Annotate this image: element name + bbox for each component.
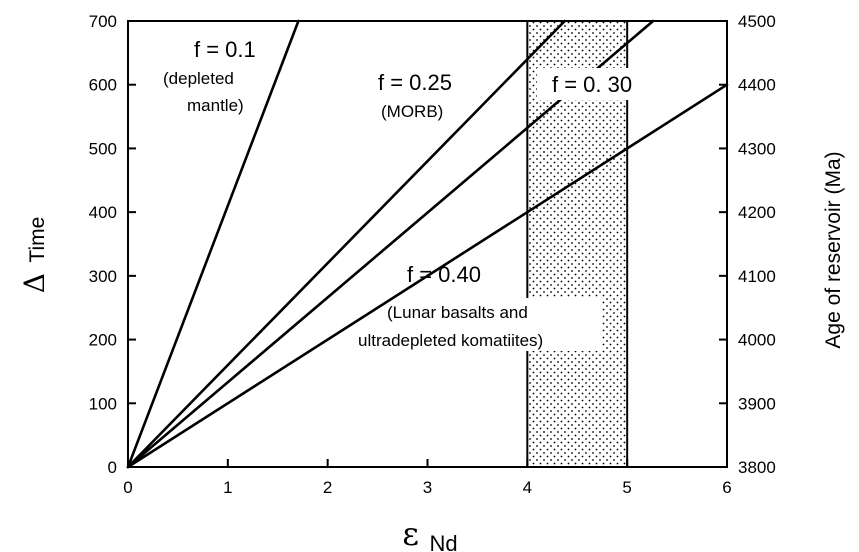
y-axis-left-title: Δ Time [18, 217, 51, 294]
series-lines [126, 19, 729, 469]
annotation-f040-line2: (Lunar basalts and [387, 303, 528, 322]
annotation-f01-line3: mantle) [187, 96, 244, 115]
x-tick-label-3: 3 [423, 478, 432, 497]
annotation-f025: f = 0.25 (MORB) [378, 70, 452, 121]
series-line-3 [126, 83, 729, 469]
y-axis-left-text: Time [26, 217, 49, 263]
y-right-tick-label-1: 3900 [738, 394, 776, 413]
y-axis-right-title: Age of reservoir (Ma) [822, 151, 845, 348]
series-line-1 [126, 19, 567, 469]
annotation-f01-line2: (depleted [163, 69, 234, 88]
y-left-tick-label-7: 700 [89, 12, 117, 31]
x-tick-label-0: 0 [123, 478, 132, 497]
y-left-tick-label-5: 500 [89, 139, 117, 158]
annotation-f025-line1: f = 0.25 [378, 70, 452, 95]
y-left-tick-label-6: 600 [89, 76, 117, 95]
annotation-f040-line3: ultradepleted komatiites) [358, 331, 543, 350]
annotation-f030-line1: f = 0. 30 [552, 72, 632, 97]
series-line-0 [126, 19, 300, 469]
y-axis-left-symbol: Δ [18, 273, 51, 293]
annotation-f025-line2: (MORB) [381, 102, 443, 121]
annotation-f030: f = 0. 30 [537, 68, 647, 100]
annotation-f040: f = 0.40 (Lunar basalts and ultradeplete… [358, 262, 602, 351]
y-left-tick-label-1: 100 [89, 394, 117, 413]
y-axis-right-ticks: 3800 3900 4000 4100 4200 4300 4400 4500 [719, 12, 776, 477]
annotation-f01: f = 0.1 (depleted mantle) [163, 37, 256, 115]
y-right-tick-label-7: 4500 [738, 12, 776, 31]
x-tick-label-1: 1 [223, 478, 232, 497]
y-axis-left-ticks: 0 100 200 300 400 500 600 700 [89, 12, 136, 477]
y-right-tick-label-0: 3800 [738, 458, 776, 477]
x-axis-ticks: 0 1 2 3 4 5 6 [123, 459, 732, 497]
y-right-tick-label-5: 4300 [738, 139, 776, 158]
y-left-tick-label-2: 200 [89, 331, 117, 350]
annotation-f01-line1: f = 0.1 [194, 37, 256, 62]
x-tick-label-2: 2 [323, 478, 332, 497]
x-axis-subscript: Nd [429, 531, 457, 552]
y-right-tick-label-4: 4200 [738, 203, 776, 222]
x-axis-title: ε Nd [402, 515, 457, 552]
y-left-tick-label-0: 0 [108, 458, 117, 477]
y-right-tick-label-3: 4100 [738, 267, 776, 286]
y-left-tick-label-3: 300 [89, 267, 117, 286]
y-right-tick-label-2: 4000 [738, 331, 776, 350]
annotation-f040-line1: f = 0.40 [407, 262, 481, 287]
x-tick-label-6: 6 [722, 478, 731, 497]
x-tick-label-5: 5 [622, 478, 631, 497]
y-right-tick-label-6: 4400 [738, 76, 776, 95]
x-axis-symbol: ε [402, 515, 419, 552]
y-left-tick-label-4: 400 [89, 203, 117, 222]
x-tick-label-4: 4 [523, 478, 532, 497]
